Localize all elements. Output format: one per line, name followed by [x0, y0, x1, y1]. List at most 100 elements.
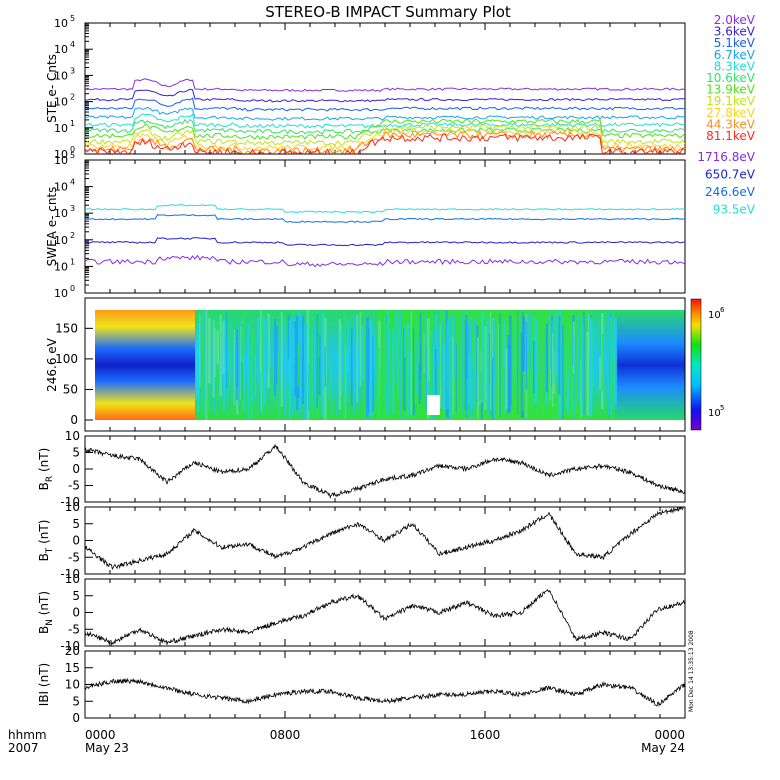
swea-ytick-label: 10 — [54, 234, 68, 247]
swea-ytick-exp: 2 — [70, 231, 75, 240]
bt-ytick-label: 5 — [72, 517, 80, 531]
ste-legend-entry: 3.6keV — [714, 25, 756, 39]
pad-heatmap-streak — [528, 317, 530, 352]
bmag-ylabel: IBI (nT) — [37, 663, 51, 706]
colorbar-tick-max-exp: 6 — [720, 306, 725, 314]
pad-heatmap-streak — [430, 327, 433, 393]
pad-heatmap-streak — [420, 342, 422, 400]
pad-heatmap-streak — [356, 314, 358, 403]
ste-series-line — [85, 118, 685, 140]
pad-heatmap-streak — [534, 318, 538, 405]
br-ylabel: BR (nT) — [37, 448, 55, 491]
pad-heatmap-streak — [241, 323, 243, 409]
swea-series-line — [85, 204, 685, 214]
br-ytick-label: -5 — [68, 479, 80, 493]
pad-heatmap-streak — [455, 344, 457, 413]
pad-heatmap-streak — [528, 311, 532, 369]
pad-heatmap-streak — [226, 311, 228, 389]
colorbar-tick-max: 10 — [708, 310, 721, 321]
pad-heatmap-streak — [222, 321, 225, 375]
pad-heatmap-streak — [266, 317, 269, 375]
pad-heatmap-streak — [577, 313, 580, 405]
pad-heatmap-streak — [397, 312, 400, 399]
ste-series-group — [85, 78, 685, 154]
pad-heatmap-streak — [304, 323, 307, 419]
pad-heatmap-streak — [549, 310, 552, 369]
pad-heatmap-streak — [520, 332, 524, 418]
pad-heatmap-streak — [517, 310, 519, 415]
pad-heatmap-streak — [250, 362, 253, 417]
pad-heatmap-streak — [196, 323, 200, 413]
pad-heatmap-streak — [437, 366, 440, 415]
pad-heatmap-streak — [441, 321, 444, 410]
pad-heatmap-streaks — [195, 310, 618, 420]
pad-heatmap-streak — [283, 346, 287, 418]
pad-heatmap-streak — [603, 333, 606, 380]
bt-ytick-label: -5 — [68, 550, 80, 564]
pad-heatmap-streak — [195, 344, 197, 400]
ste-series-line — [85, 128, 685, 152]
pad-heatmap-streak — [350, 328, 353, 407]
swea-legend-entry: 1716.8eV — [697, 150, 755, 164]
br-panel: -10 -5 0 5 10 BR (nT) — [37, 429, 686, 509]
pad-heatmap-streak — [468, 353, 471, 406]
ste-series-line — [85, 88, 685, 103]
pad-heatmap-streak — [571, 361, 574, 411]
pad-ytick-label: 100 — [55, 352, 78, 366]
pad-heatmap-streak — [389, 310, 392, 420]
pad-heatmap-streak — [557, 318, 559, 356]
ste-ylabel: STE e- Cnts — [45, 54, 59, 123]
pad-heatmap-streak — [499, 313, 501, 417]
pad-heatmap-streak — [565, 342, 568, 389]
pad-heatmap-streak — [213, 328, 216, 377]
pad-heatmap-streak — [307, 364, 310, 412]
pad-heatmap-streak — [426, 318, 430, 419]
pad-heatmap-streak — [321, 311, 325, 417]
pad-heatmap-streak — [261, 310, 263, 420]
pad-heatmap-streak — [414, 311, 416, 404]
pad-heatmap-streak — [354, 354, 357, 387]
pad-heatmap-streak — [545, 323, 548, 393]
bt-ylabel: BT (nT) — [37, 520, 55, 562]
pad-heatmap-streak — [371, 336, 374, 412]
pad-heatmap-streak — [416, 311, 419, 418]
pad-heatmap-streak — [399, 310, 402, 420]
colorbar-tick-min: 10 — [708, 408, 721, 419]
pad-heatmap-streak — [232, 327, 234, 414]
swea-series-group — [85, 204, 685, 268]
pad-heatmap-streak — [340, 325, 342, 395]
swea-ytick-label: 10 — [54, 154, 68, 167]
bmag-ytick-label: 15 — [65, 661, 80, 675]
ste-ytick-exp: 0 — [70, 145, 75, 154]
ste-series-line — [85, 106, 685, 121]
pad-heatmap-streak — [418, 363, 421, 404]
swea-ytick-label: 10 — [54, 207, 68, 220]
pad-heatmap-streak — [607, 313, 611, 415]
pad-heatmap-streak — [464, 319, 467, 411]
ste-ytick-label: 10 — [54, 96, 68, 109]
pad-heatmap-streak — [581, 315, 584, 399]
pad-heatmap-streak — [237, 351, 240, 403]
ste-ytick-exp: 4 — [70, 40, 75, 49]
pad-heatmap-streak — [252, 329, 255, 393]
ste-legend-entry: 81.1keV — [706, 129, 756, 143]
ste-legend-entry: 2.0keV — [714, 13, 756, 27]
pad-heatmap-streak — [551, 332, 554, 407]
pad-heatmap-streak — [478, 316, 481, 401]
br-trace-group — [85, 444, 685, 500]
pad-heatmap-streak — [276, 325, 278, 385]
pad-heatmap-streak — [574, 335, 576, 420]
bt-trace-group — [85, 507, 685, 571]
pad-heatmap-streak — [491, 320, 495, 420]
swea-ytick-exp: 4 — [70, 178, 75, 187]
pad-heatmap-streak — [256, 329, 259, 382]
pad-heatmap-streak — [267, 313, 270, 388]
pad-heatmap-streak — [512, 323, 516, 386]
pad-heatmap-streak — [486, 313, 489, 381]
ste-ytick-label: 10 — [54, 43, 68, 56]
swea-ytick-exp: 3 — [70, 204, 75, 213]
ste-series-line — [85, 97, 685, 112]
pad-heatmap-streak — [423, 333, 425, 374]
pad-heatmap-streak — [228, 320, 232, 390]
